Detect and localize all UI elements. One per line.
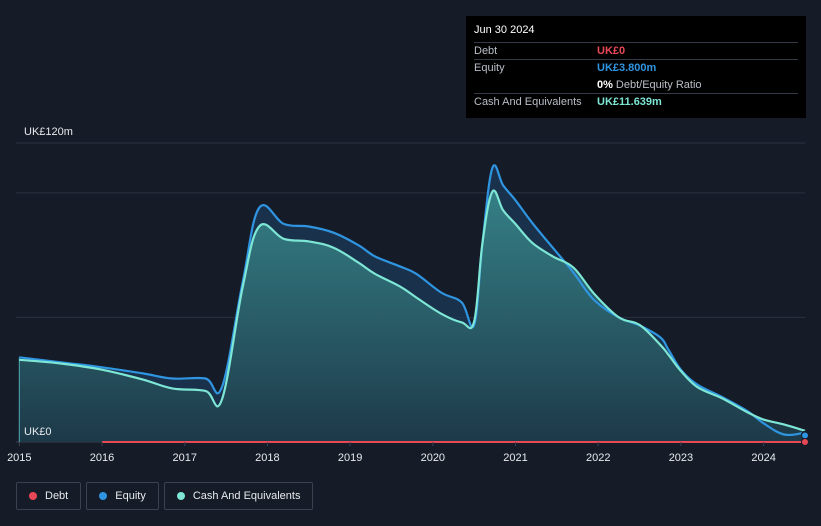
- chart-legend: Debt Equity Cash And Equivalents: [16, 482, 318, 510]
- data-tooltip: Jun 30 2024 Debt UK£0 Equity UK£3.800m 0…: [466, 16, 806, 118]
- cash-line: [19, 189, 806, 432]
- debt-dot-icon: [29, 492, 37, 500]
- x-tick-label: 2019: [338, 452, 362, 464]
- debt-endpoint: [801, 438, 809, 446]
- legend-cash-label: Cash And Equivalents: [192, 490, 301, 502]
- legend-debt-label: Debt: [45, 490, 69, 502]
- tooltip-debt-value: UK£0: [597, 45, 626, 57]
- x-tick-label: 2021: [503, 452, 527, 464]
- chart-endpoints: [801, 430, 809, 446]
- tooltip-row-cash: Cash And Equivalents UK£11.639m: [474, 93, 798, 110]
- y-axis-zero-label: UK£0: [24, 426, 52, 438]
- tooltip-date: Jun 30 2024: [474, 24, 535, 36]
- x-tick-label: 2024: [751, 452, 775, 464]
- tooltip-equity-value: UK£3.800m: [597, 62, 657, 74]
- legend-item-cash[interactable]: Cash And Equivalents: [163, 482, 314, 510]
- tooltip-row-equity: Equity UK£3.800m: [474, 59, 798, 76]
- x-tick-label: 2022: [586, 452, 610, 464]
- y-axis-top-label: UK£120m: [24, 126, 73, 138]
- x-tick-label: 2016: [90, 452, 114, 464]
- equity-dot-icon: [99, 492, 108, 500]
- tooltip-debt-label: Debt: [474, 45, 498, 57]
- tooltip-row-debt: Debt UK£0: [474, 42, 798, 59]
- tooltip-ratio-label: Debt/Equity Ratio: [615, 78, 702, 91]
- cash-dot-icon: [176, 492, 185, 500]
- x-tick-label: 2018: [255, 452, 279, 464]
- legend-equity-label: Equity: [115, 490, 146, 502]
- x-tick-label: 2020: [421, 452, 445, 464]
- tooltip-equity-label: Equity: [474, 62, 505, 74]
- equity-endpoint: [801, 431, 809, 440]
- x-tick-label: 2023: [669, 452, 693, 464]
- x-tick-label: 2015: [7, 452, 31, 464]
- x-tick-label: 2017: [172, 452, 196, 464]
- tooltip-cash-label: Cash And Equivalents: [474, 96, 582, 108]
- tooltip-row-ratio: 0% Debt/Equity Ratio: [474, 76, 798, 93]
- chart-areas: [18, 165, 806, 443]
- legend-item-debt[interactable]: Debt: [16, 482, 82, 510]
- tooltip-ratio-value: 0%: [597, 78, 613, 91]
- chart-lines: [19, 164, 806, 443]
- tooltip-cash-value: UK£11.639m: [597, 96, 662, 108]
- x-axis-ticks: 2015 2016 2017 2018 2019 2020 2021 2022 2023 2024: [7, 442, 776, 464]
- legend-item-equity[interactable]: Equity: [86, 482, 159, 510]
- cash-area: [19, 190, 806, 442]
